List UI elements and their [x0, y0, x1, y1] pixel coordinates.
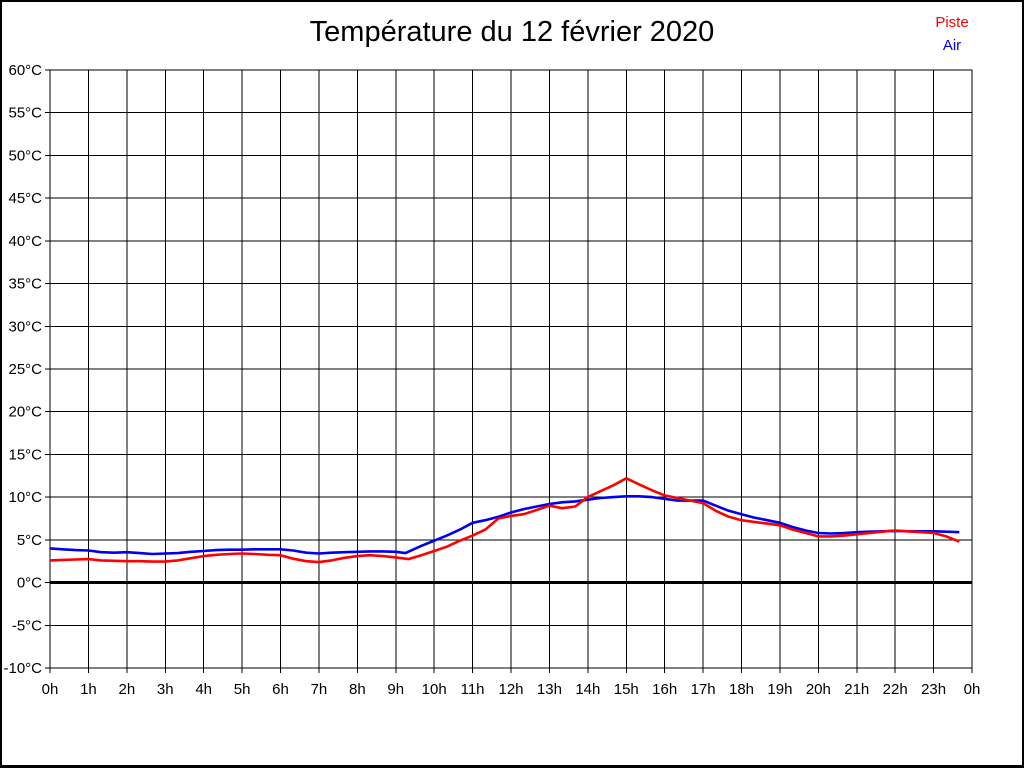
x-tick-label: 13h [537, 681, 562, 698]
x-tick-label: 9h [387, 681, 404, 698]
x-tick-label: 10h [422, 681, 447, 698]
y-tick-label: 10°C [8, 489, 42, 506]
y-tick-label: 30°C [8, 318, 42, 335]
plot-frame [49, 69, 973, 669]
x-tick-label: 15h [614, 681, 639, 698]
y-tick-label: 25°C [8, 361, 42, 378]
x-tick-label: 22h [883, 681, 908, 698]
y-tick-label: 60°C [8, 62, 42, 79]
x-tick-label: 8h [349, 681, 366, 698]
y-tick-label: 50°C [8, 147, 42, 164]
x-tick-label: 3h [157, 681, 174, 698]
x-tick-label: 11h [461, 681, 485, 698]
y-tick-label: 55°C [8, 105, 42, 122]
x-tick-label: 4h [195, 681, 212, 698]
x-tick-label: 16h [652, 681, 677, 698]
x-tick-label: 17h [691, 681, 716, 698]
x-tick-label: 23h [921, 681, 946, 698]
x-tick-label: 0h [42, 681, 59, 698]
x-tick-label: 6h [272, 681, 289, 698]
series-line-air [49, 494, 960, 556]
x-tick-label: 12h [498, 681, 523, 698]
y-tick-label: 35°C [8, 276, 42, 293]
chart-title: Température du 12 février 2020 [309, 16, 715, 48]
x-tick-label: 0h [964, 681, 981, 698]
x-tick-label: 2h [118, 681, 135, 698]
y-tick-label: 15°C [8, 446, 42, 463]
y-tick-label: 20°C [8, 404, 42, 421]
y-tick-label: 45°C [8, 190, 42, 207]
legend: Piste Air [916, 11, 988, 57]
x-tick-label: 18h [729, 681, 754, 698]
x-tick-label: 14h [575, 681, 600, 698]
y-tick-label: -10°C [3, 660, 42, 677]
y-tick-label: 40°C [8, 233, 42, 250]
x-tick-label: 19h [767, 681, 792, 698]
x-tick-label: 20h [806, 681, 831, 698]
x-tick-label: 1h [80, 681, 97, 698]
x-tick-label: 7h [311, 681, 328, 698]
x-tick-label: 5h [234, 681, 251, 698]
y-tick-label: 5°C [17, 532, 42, 549]
legend-item-air: Air [942, 37, 962, 54]
x-tick-label: 21h [844, 681, 869, 698]
series-line-piste [49, 476, 960, 564]
legend-item-piste: Piste [935, 14, 969, 31]
y-tick-label: 0°C [17, 575, 42, 592]
y-tick-label: -5°C [12, 617, 42, 634]
